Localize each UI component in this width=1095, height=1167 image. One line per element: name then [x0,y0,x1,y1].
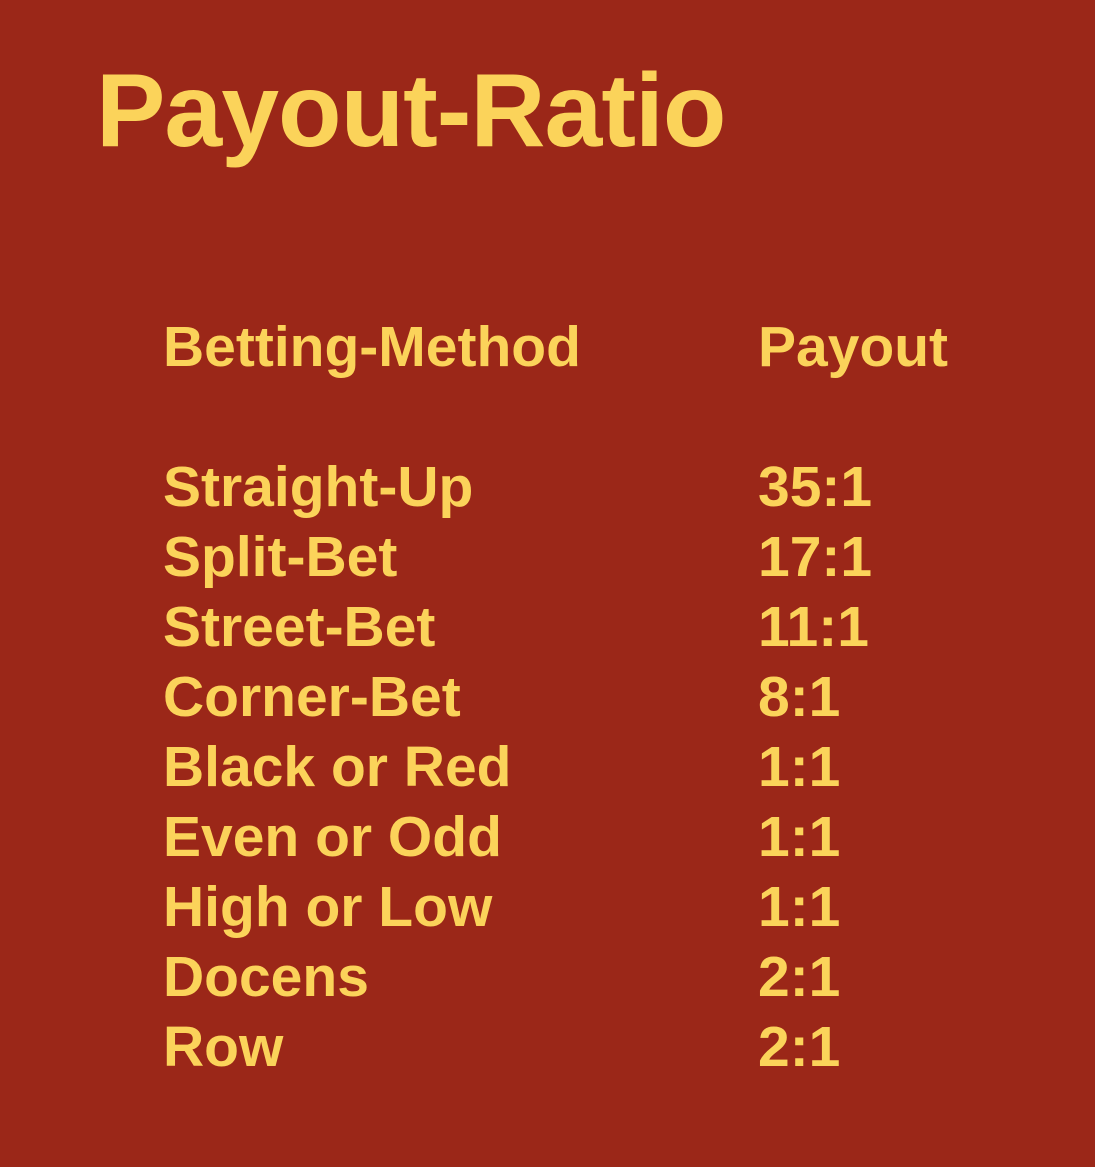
payout-cell: 1:1 [758,805,841,869]
page-title: Payout-Ratio [96,53,726,169]
table-row: High or Low 1:1 [163,872,1023,942]
table-row: Black or Red 1:1 [163,732,1023,802]
payout-cell: 8:1 [758,665,841,729]
betting-method-cell: Split-Bet [163,525,398,589]
table-row: Row 2:1 [163,1012,1023,1082]
table-row: Split-Bet 17:1 [163,522,1023,592]
payout-table: Betting-Method Payout Straight-Up 35:1 S… [163,312,1023,1082]
table-row: Street-Bet 11:1 [163,592,1023,662]
payout-cell: 2:1 [758,945,841,1009]
betting-method-cell: Even or Odd [163,805,502,869]
payout-cell: 17:1 [758,525,873,589]
table-row: Docens 2:1 [163,942,1023,1012]
payout-cell: 35:1 [758,455,873,519]
table-header-row: Betting-Method Payout [163,312,1023,452]
betting-method-cell: Black or Red [163,735,512,799]
payout-cell: 2:1 [758,1015,841,1079]
betting-method-cell: Street-Bet [163,595,436,659]
betting-method-cell: High or Low [163,875,493,939]
betting-method-cell: Docens [163,945,369,1009]
payout-cell: 11:1 [758,595,869,659]
payout-cell: 1:1 [758,875,841,939]
table-row: Even or Odd 1:1 [163,802,1023,872]
payout-header: Payout [758,315,949,379]
betting-method-header: Betting-Method [163,315,581,379]
betting-method-cell: Row [163,1015,284,1079]
table-row: Straight-Up 35:1 [163,452,1023,522]
payout-cell: 1:1 [758,735,841,799]
table-row: Corner-Bet 8:1 [163,662,1023,732]
betting-method-cell: Straight-Up [163,455,474,519]
betting-method-cell: Corner-Bet [163,665,461,729]
